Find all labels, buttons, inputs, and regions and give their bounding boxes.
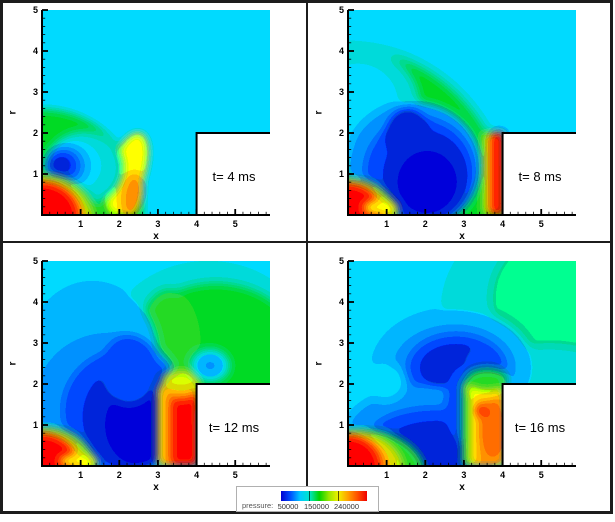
panel-divider-horizontal xyxy=(0,241,611,243)
contour-plot-t8-svg: 1 2 3 4 5 1 2 3 4 5 xyxy=(339,5,578,229)
svg-text:2: 2 xyxy=(423,219,428,229)
svg-text:3: 3 xyxy=(339,338,344,348)
legend-value-240000: 240000 xyxy=(333,502,360,511)
svg-text:2: 2 xyxy=(33,379,38,389)
svg-text:1: 1 xyxy=(339,169,344,179)
svg-text:2: 2 xyxy=(33,128,38,138)
svg-text:2: 2 xyxy=(339,128,344,138)
legend-value-150000: 150000 xyxy=(303,502,330,511)
svg-text:3: 3 xyxy=(155,470,160,480)
svg-text:2: 2 xyxy=(423,470,428,480)
svg-text:2: 2 xyxy=(117,470,122,480)
svg-text:4: 4 xyxy=(339,46,344,56)
svg-text:5: 5 xyxy=(539,219,544,229)
svg-text:1: 1 xyxy=(33,420,38,430)
svg-text:1: 1 xyxy=(78,219,83,229)
panel-t12ms: 1 2 3 4 5 1 2 3 4 5 t= 12 ms x r xyxy=(2,243,306,493)
svg-text:1: 1 xyxy=(78,470,83,480)
time-label: t= 8 ms xyxy=(518,169,562,184)
svg-text:4: 4 xyxy=(339,297,344,307)
panel-t4ms: 1 2 3 4 5 1 2 3 4 5 t= 4 ms x r xyxy=(2,3,306,242)
panel-t16ms: 1 2 3 4 5 1 2 3 4 5 t= 16 ms x r xyxy=(308,243,611,493)
svg-text:4: 4 xyxy=(194,219,199,229)
x-axis-title: x xyxy=(153,482,159,493)
x-axis-title: x xyxy=(459,482,465,493)
pressure-colorbar xyxy=(281,491,367,501)
svg-text:5: 5 xyxy=(539,470,544,480)
svg-text:3: 3 xyxy=(33,338,38,348)
r-axis-title: r xyxy=(313,361,325,366)
colorbar-tick xyxy=(309,491,310,501)
svg-text:5: 5 xyxy=(33,5,38,15)
svg-text:4: 4 xyxy=(500,470,505,480)
svg-text:5: 5 xyxy=(339,256,344,266)
panel-t8ms: 1 2 3 4 5 1 2 3 4 5 t= 8 ms x r xyxy=(308,3,611,242)
svg-text:4: 4 xyxy=(500,219,505,229)
svg-text:1: 1 xyxy=(339,420,344,430)
svg-text:4: 4 xyxy=(194,470,199,480)
svg-text:3: 3 xyxy=(461,219,466,229)
svg-text:3: 3 xyxy=(461,470,466,480)
contour-plot-t12-svg: 1 2 3 4 5 1 2 3 4 5 xyxy=(33,256,272,480)
svg-text:1: 1 xyxy=(33,169,38,179)
legend-value-50000: 50000 xyxy=(277,502,299,511)
r-axis-title: r xyxy=(7,361,19,366)
panel-divider-vertical xyxy=(306,0,308,511)
svg-text:5: 5 xyxy=(33,256,38,266)
x-axis-title: x xyxy=(459,231,465,242)
svg-text:5: 5 xyxy=(339,5,344,15)
svg-text:4: 4 xyxy=(33,297,38,307)
contour-plot-t4-svg: 1 2 3 4 5 1 2 3 4 5 xyxy=(33,5,272,229)
legend-label: pressure: xyxy=(242,501,274,510)
contour-plot-t16-svg: 1 2 3 4 5 1 2 3 4 5 xyxy=(339,256,578,480)
svg-text:3: 3 xyxy=(155,219,160,229)
time-label: t= 16 ms xyxy=(514,420,566,435)
svg-text:2: 2 xyxy=(339,379,344,389)
time-label: t= 4 ms xyxy=(212,169,256,184)
r-axis-title: r xyxy=(313,110,325,115)
svg-text:1: 1 xyxy=(384,219,389,229)
time-label: t= 12 ms xyxy=(208,420,260,435)
x-axis-title: x xyxy=(153,231,159,242)
r-axis-title: r xyxy=(7,110,19,115)
svg-text:3: 3 xyxy=(33,87,38,97)
svg-text:3: 3 xyxy=(339,87,344,97)
svg-text:5: 5 xyxy=(233,219,238,229)
pressure-legend: pressure: 50000 150000 240000 xyxy=(236,486,379,512)
colorbar-tick xyxy=(338,491,339,501)
svg-text:4: 4 xyxy=(33,46,38,56)
svg-text:2: 2 xyxy=(117,219,122,229)
svg-text:1: 1 xyxy=(384,470,389,480)
svg-text:5: 5 xyxy=(233,470,238,480)
